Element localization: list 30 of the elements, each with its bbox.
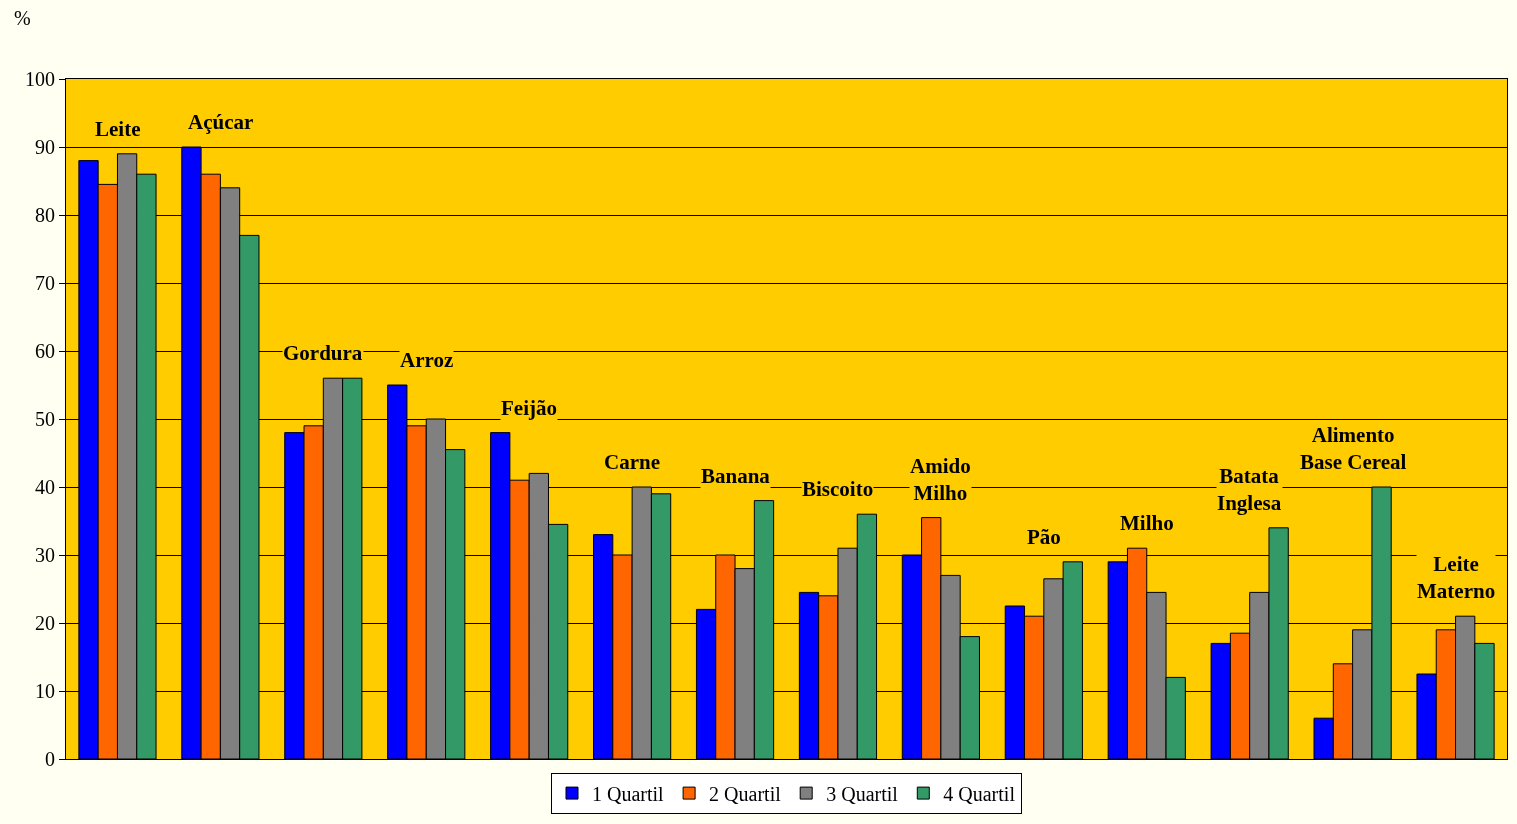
x-tick-label: Amido Milho [910, 454, 971, 506]
y-tick-label: 10 [35, 680, 55, 702]
y-tick-label: 90 [35, 136, 55, 158]
legend-label: 2 Quartil [709, 782, 782, 805]
y-axis-title: % [14, 7, 31, 29]
y-tick-label: 100 [25, 68, 55, 90]
x-tick-label: Açúcar [188, 110, 254, 134]
legend-label: 1 Quartil [592, 782, 665, 805]
y-tick-label: 80 [35, 204, 55, 226]
y-tick-label: 60 [35, 340, 55, 362]
x-tick-label: Gordura [283, 341, 363, 365]
y-tick-label: 50 [35, 408, 55, 430]
y-tick-label: 40 [35, 476, 55, 498]
x-tick-label: Arroz [400, 348, 454, 372]
y-tick-label: 20 [35, 612, 55, 634]
x-tick-label: Pão [1027, 525, 1061, 549]
x-tick-label: Banana [701, 464, 771, 488]
x-tick-label: Biscoito [802, 477, 874, 501]
x-tick-label: Milho [1120, 511, 1174, 535]
x-tick-label: Carne [604, 450, 660, 474]
x-tick-label: Leite Materno [1417, 552, 1496, 604]
x-tick-label: Leite [95, 117, 141, 141]
y-tick-label: 30 [35, 544, 55, 566]
legend-label: 4 Quartil [943, 782, 1016, 805]
x-tick-label: Batata Inglesa [1217, 464, 1282, 516]
legend-label: 3 Quartil [826, 782, 899, 805]
x-tick-label: Alimento Base Cereal [1300, 423, 1407, 475]
y-tick-label: 0 [45, 748, 55, 770]
x-tick-label: Feijão [501, 396, 557, 420]
y-tick-label: 70 [35, 272, 55, 294]
